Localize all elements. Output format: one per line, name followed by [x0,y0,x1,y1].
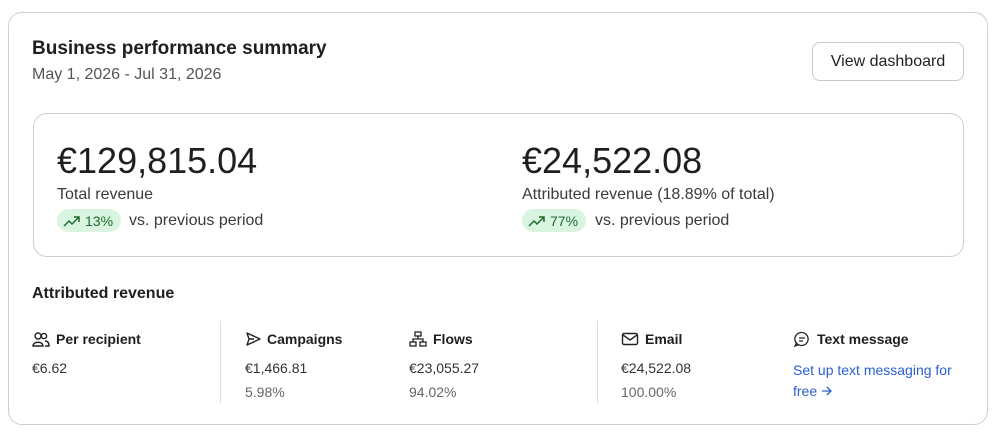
flow-icon [409,331,427,347]
mail-icon [621,332,639,346]
metric-label: Email [621,331,682,347]
card-title: Business performance summary [32,38,327,59]
attributed-revenue-label: Attributed revenue (18.89% of total) [522,186,775,203]
metric-value: €6.62 [32,360,68,376]
total-revenue-label: Total revenue [57,186,154,203]
change-badge: 77% [522,209,587,232]
metric-label-text: Email [645,331,683,347]
metric-label: Campaigns [245,331,342,347]
metric-share: 100.00% [621,384,677,400]
summary-card [8,12,988,425]
change-badge: 13% [57,209,122,232]
metric-label-text: Text message [817,331,909,347]
view-dashboard-button[interactable]: View dashboard [812,42,964,81]
divider [597,321,598,403]
message-icon [793,331,809,347]
setup-link[interactable]: Set up text messaging for free [793,360,953,402]
metric-label-text: Campaigns [267,331,343,347]
change-value: 77% [550,212,579,229]
date-range: May 1, 2026 - Jul 31, 2026 [32,66,222,83]
divider [220,321,221,403]
metric-label: Text message [793,331,909,347]
people-icon [32,332,50,347]
metric-share: 94.02% [409,384,457,400]
change-value: 13% [85,212,114,229]
trend-icon [528,215,545,227]
metric-value: €24,522.08 [621,360,692,376]
metric-value: €23,055.27 [409,360,480,376]
metric-label-text: Flows [433,331,473,347]
send-icon [246,332,261,346]
trend-icon [63,215,80,227]
total-revenue-value: €129,815.04 [57,140,258,181]
arrow-icon [822,386,832,396]
metric-label: Flows [409,331,473,347]
metric-share: 5.98% [245,384,285,400]
comparison: vs. previous period [595,212,730,229]
metric-value: €1,466.81 [245,360,308,376]
metric-label: Per recipient [32,331,141,347]
attributed-revenue-value: €24,522.08 [522,140,703,181]
section-title: Attributed revenue [32,285,175,302]
metric-label-text: Per recipient [56,331,141,347]
revenue-box [33,113,964,257]
setup-link-text[interactable]: Set up text messaging for free [793,362,952,399]
comparison: vs. previous period [129,212,264,229]
